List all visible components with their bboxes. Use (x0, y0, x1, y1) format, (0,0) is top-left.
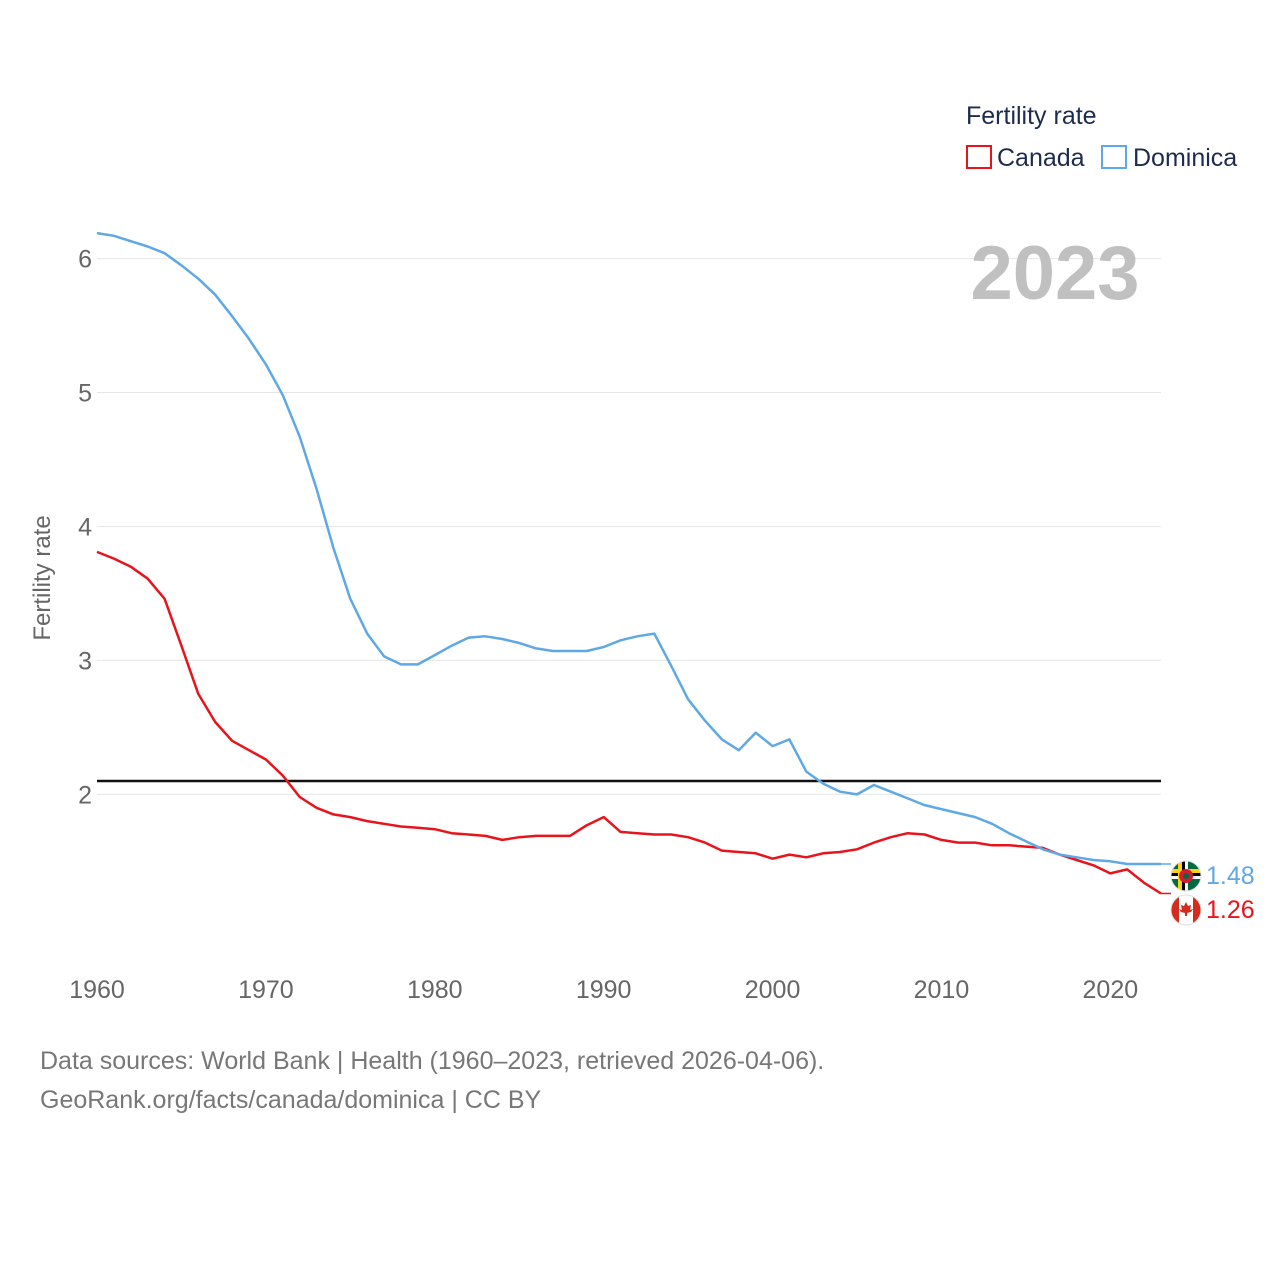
series-line-canada (96, 550, 1162, 895)
y-tick-label: 2 (78, 781, 92, 809)
x-axis-ticks: 1960 1970 1980 1990 2000 2010 2020 (69, 976, 1138, 1004)
year-label: 2023 (970, 231, 1139, 316)
footer: Data sources: World Bank | Health (1960–… (40, 1042, 824, 1120)
legend-swatch-canada (966, 145, 992, 169)
x-tick-label: 1990 (576, 976, 632, 1004)
y-tick-label: 4 (78, 513, 92, 541)
x-tick-label: 2000 (745, 976, 801, 1004)
x-tick-label: 2020 (1083, 976, 1139, 1004)
y-axis-label: Fertility rate (29, 515, 56, 640)
legend-title: Fertility rate (966, 102, 1097, 130)
canada-flag (1170, 894, 1202, 926)
y-tick-label: 3 (78, 647, 92, 675)
y-tick-label: 5 (78, 380, 92, 408)
data-sources-text: Data sources: World Bank | Health (1960–… (40, 1047, 825, 1075)
series-lines (96, 231, 1171, 895)
source-link[interactable]: GeoRank.org/facts/canada/dominica | CC B… (40, 1086, 542, 1114)
fertility-rate-chart: 2 3 4 5 6 1960 1970 1980 1990 2000 2010 2020 Ferti… (29, 102, 1255, 1004)
end-label-dominica: 1.48 (1206, 862, 1255, 890)
dominica-flag (1170, 860, 1202, 892)
end-label-canada: 1.26 (1206, 896, 1255, 924)
legend-label-canada[interactable]: Canada (997, 144, 1085, 172)
y-tick-label: 6 (78, 246, 92, 274)
series-line-dominica (96, 231, 1161, 866)
y-axis-ticks: 2 3 4 5 6 (78, 246, 92, 810)
legend-label-dominica[interactable]: Dominica (1133, 144, 1237, 172)
gridlines (97, 258, 1161, 795)
legend-swatch-dominica (1101, 145, 1127, 169)
x-tick-label: 1960 (69, 976, 125, 1004)
x-tick-label: 1970 (238, 976, 294, 1004)
x-tick-label: 1980 (407, 976, 463, 1004)
x-tick-label: 2010 (914, 976, 970, 1004)
legend: Fertility rate Canada Dominica (966, 102, 1237, 172)
